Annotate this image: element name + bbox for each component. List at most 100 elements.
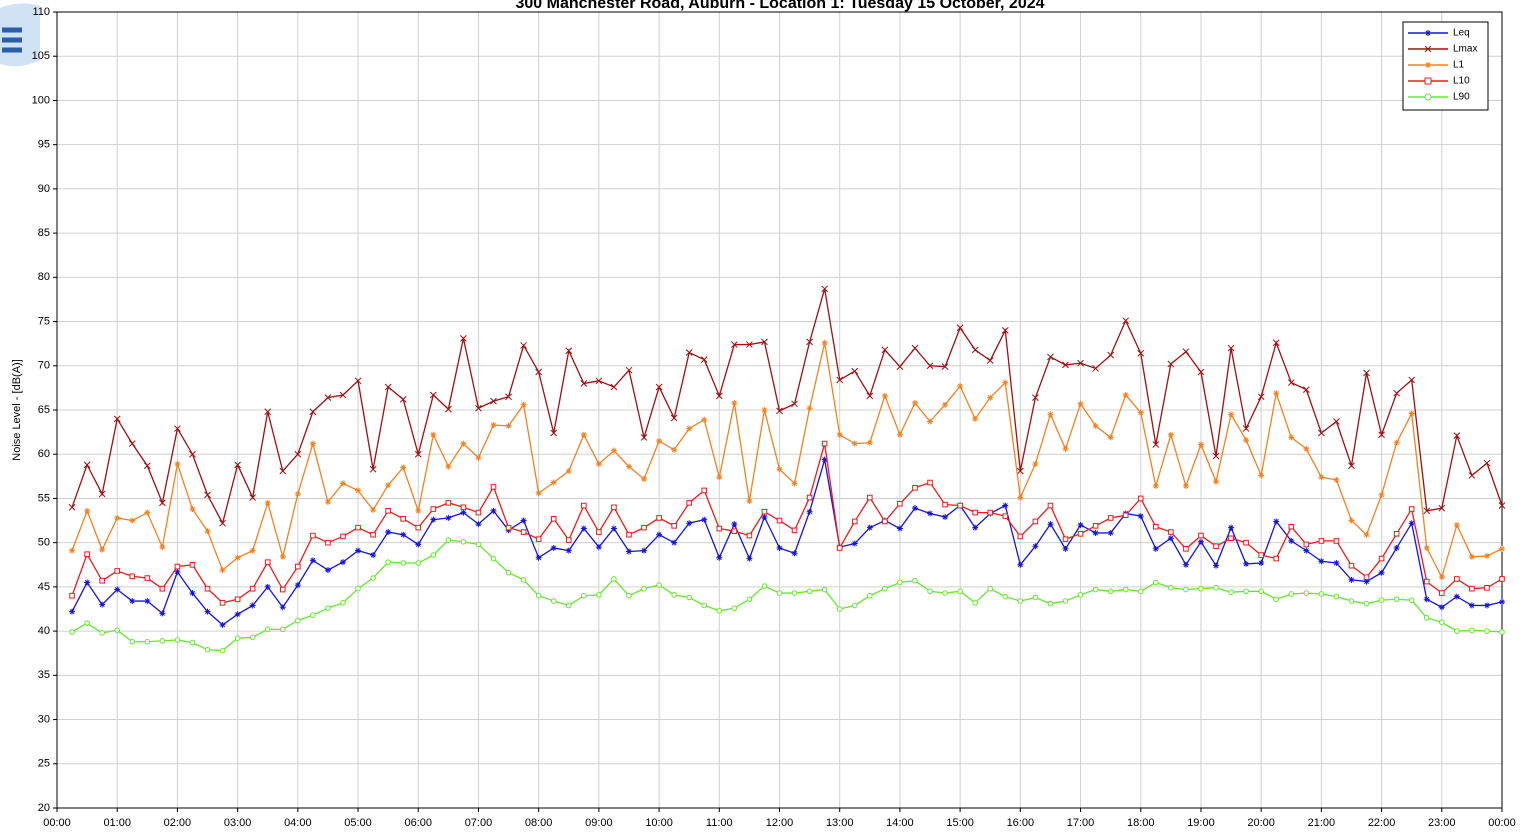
data-point <box>279 604 286 611</box>
data-point <box>821 339 828 346</box>
data-point <box>535 490 542 497</box>
data-point <box>1288 434 1295 441</box>
data-point <box>882 585 888 592</box>
data-point <box>731 528 738 534</box>
data-point <box>867 592 873 599</box>
data-point <box>941 363 949 371</box>
x-tick-label: 19:00 <box>1187 817 1215 829</box>
data-point <box>129 638 136 645</box>
data-point <box>1032 394 1039 401</box>
x-tick-label: 05:00 <box>344 817 372 829</box>
data-point <box>1152 483 1159 490</box>
data-point <box>1484 584 1490 591</box>
data-point <box>821 440 828 447</box>
legend-marker <box>1425 62 1431 68</box>
data-point <box>716 607 723 614</box>
data-point <box>294 450 302 458</box>
data-point <box>851 602 858 609</box>
data-point <box>1318 474 1325 481</box>
y-tick-label: 90 <box>38 183 50 195</box>
data-point <box>746 498 753 505</box>
data-point <box>475 404 482 412</box>
data-point <box>595 544 602 551</box>
data-point <box>1453 432 1461 440</box>
data-point <box>295 617 301 624</box>
data-point <box>234 635 241 641</box>
data-point <box>565 547 572 554</box>
y-tick-label: 80 <box>38 271 50 283</box>
data-point <box>746 555 753 562</box>
data-point <box>1484 628 1490 634</box>
y-tick-label: 60 <box>38 448 50 460</box>
series-line <box>71 342 1503 579</box>
data-point <box>1408 597 1415 603</box>
data-point <box>972 415 979 422</box>
data-point <box>701 416 708 423</box>
data-point <box>550 479 557 486</box>
data-point <box>354 377 362 385</box>
data-point <box>249 634 256 641</box>
data-point <box>355 585 361 592</box>
legend: Leq Lmax L1 L10 L90 <box>1402 21 1489 111</box>
data-point <box>189 450 196 458</box>
data-point <box>505 422 512 429</box>
data-point <box>1212 452 1220 460</box>
data-point <box>113 415 121 423</box>
data-point <box>565 468 572 475</box>
data-point <box>655 383 663 391</box>
data-point <box>851 540 858 547</box>
data-point <box>385 559 391 565</box>
data-point <box>896 431 903 438</box>
data-point <box>1092 422 1099 429</box>
data-point <box>686 425 693 432</box>
data-point <box>987 509 994 516</box>
data-point <box>475 454 482 461</box>
data-point <box>1197 538 1204 545</box>
data-point <box>1062 598 1069 604</box>
data-point <box>1032 594 1039 601</box>
x-tick-label: 17:00 <box>1067 817 1095 829</box>
data-point <box>234 596 241 603</box>
data-point <box>1303 541 1310 548</box>
data-point <box>490 507 497 514</box>
legend-box <box>1402 21 1489 111</box>
data-point <box>234 554 241 561</box>
data-point <box>129 598 136 605</box>
data-point <box>1408 410 1415 417</box>
data-point <box>595 377 603 385</box>
x-tick-label: 18:00 <box>1127 817 1155 829</box>
data-point <box>1288 537 1295 544</box>
data-point <box>927 418 934 425</box>
data-point <box>324 498 331 505</box>
data-point <box>610 383 618 391</box>
data-point <box>430 516 437 523</box>
data-point <box>1318 591 1325 597</box>
data-point <box>114 514 121 521</box>
data-point <box>911 505 918 512</box>
data-point <box>942 401 949 408</box>
data-point <box>1318 558 1325 565</box>
data-point <box>415 541 422 548</box>
data-point <box>1273 518 1280 525</box>
data-point <box>851 518 858 525</box>
data-point <box>1438 590 1445 596</box>
data-point <box>1288 523 1295 530</box>
data-point <box>219 519 226 527</box>
data-point <box>234 461 241 469</box>
data-point <box>204 585 211 592</box>
data-point <box>295 563 301 570</box>
data-point <box>610 525 617 532</box>
data-point <box>1272 339 1280 347</box>
data-point <box>580 431 587 438</box>
data-point <box>581 502 587 509</box>
data-point <box>550 429 558 437</box>
data-point <box>99 630 105 636</box>
data-point <box>912 577 918 584</box>
plot-frame <box>56 11 1503 809</box>
x-tick-label: 20:00 <box>1247 817 1275 829</box>
data-point <box>1454 576 1460 582</box>
data-point <box>535 554 542 561</box>
data-point <box>1333 476 1340 483</box>
data-point <box>430 431 437 438</box>
